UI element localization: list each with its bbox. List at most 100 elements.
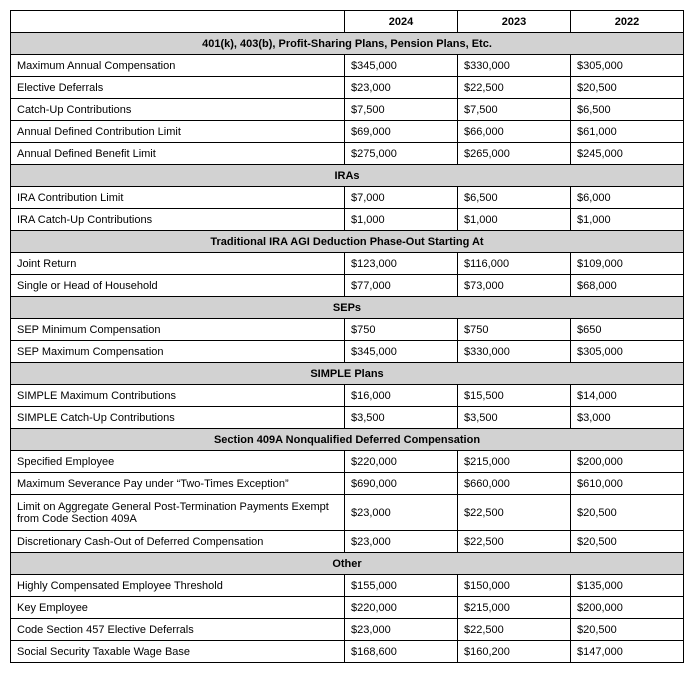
cell-v2023: $265,000 [458,143,571,165]
header-2022: 2022 [571,11,684,33]
cell-v2023: $73,000 [458,275,571,297]
cell-v2024: $220,000 [345,451,458,473]
table-row: Joint Return$123,000$116,000$109,000 [11,253,684,275]
row-label: Specified Employee [11,451,345,473]
row-label: Code Section 457 Elective Deferrals [11,619,345,641]
table-row: Code Section 457 Elective Deferrals$23,0… [11,619,684,641]
cell-v2024: $750 [345,319,458,341]
table-row: Single or Head of Household$77,000$73,00… [11,275,684,297]
cell-v2024: $345,000 [345,55,458,77]
cell-v2024: $23,000 [345,77,458,99]
cell-v2022: $68,000 [571,275,684,297]
cell-v2023: $6,500 [458,187,571,209]
limits-table: 2024 2023 2022 401(k), 403(b), Profit-Sh… [10,10,684,663]
table-row: Key Employee$220,000$215,000$200,000 [11,597,684,619]
cell-v2022: $650 [571,319,684,341]
row-label: Highly Compensated Employee Threshold [11,575,345,597]
cell-v2022: $6,500 [571,99,684,121]
cell-v2024: $155,000 [345,575,458,597]
table-row: Maximum Severance Pay under “Two-Times E… [11,473,684,495]
table-row: SEP Maximum Compensation$345,000$330,000… [11,341,684,363]
cell-v2022: $610,000 [571,473,684,495]
cell-v2023: $215,000 [458,597,571,619]
cell-v2023: $215,000 [458,451,571,473]
section-header: 401(k), 403(b), Profit-Sharing Plans, Pe… [11,33,684,55]
cell-v2022: $200,000 [571,451,684,473]
cell-v2022: $20,500 [571,531,684,553]
section-header: SEPs [11,297,684,319]
section-header-row: SEPs [11,297,684,319]
cell-v2024: $123,000 [345,253,458,275]
cell-v2024: $275,000 [345,143,458,165]
cell-v2023: $150,000 [458,575,571,597]
cell-v2022: $1,000 [571,209,684,231]
cell-v2022: $61,000 [571,121,684,143]
cell-v2024: $7,000 [345,187,458,209]
cell-v2022: $305,000 [571,55,684,77]
cell-v2023: $1,000 [458,209,571,231]
row-label: Joint Return [11,253,345,275]
row-label: Social Security Taxable Wage Base [11,641,345,663]
table-row: Elective Deferrals$23,000$22,500$20,500 [11,77,684,99]
cell-v2023: $750 [458,319,571,341]
table-row: Limit on Aggregate General Post-Terminat… [11,495,684,531]
table-row: Catch-Up Contributions$7,500$7,500$6,500 [11,99,684,121]
cell-v2022: $147,000 [571,641,684,663]
cell-v2024: $3,500 [345,407,458,429]
header-2023: 2023 [458,11,571,33]
section-header-row: Traditional IRA AGI Deduction Phase-Out … [11,231,684,253]
row-label: SIMPLE Maximum Contributions [11,385,345,407]
table-row: Discretionary Cash-Out of Deferred Compe… [11,531,684,553]
cell-v2023: $22,500 [458,77,571,99]
cell-v2024: $220,000 [345,597,458,619]
cell-v2024: $1,000 [345,209,458,231]
row-label: SEP Minimum Compensation [11,319,345,341]
section-header: Traditional IRA AGI Deduction Phase-Out … [11,231,684,253]
cell-v2024: $345,000 [345,341,458,363]
table-row: Maximum Annual Compensation$345,000$330,… [11,55,684,77]
section-header: SIMPLE Plans [11,363,684,385]
cell-v2023: $116,000 [458,253,571,275]
table-row: Annual Defined Contribution Limit$69,000… [11,121,684,143]
section-header-row: Other [11,553,684,575]
cell-v2022: $109,000 [571,253,684,275]
cell-v2023: $3,500 [458,407,571,429]
table-row: SIMPLE Maximum Contributions$16,000$15,5… [11,385,684,407]
cell-v2023: $22,500 [458,619,571,641]
row-label: SEP Maximum Compensation [11,341,345,363]
cell-v2023: $330,000 [458,55,571,77]
cell-v2024: $690,000 [345,473,458,495]
section-header-row: Section 409A Nonqualified Deferred Compe… [11,429,684,451]
cell-v2024: $23,000 [345,495,458,531]
row-label: Elective Deferrals [11,77,345,99]
table-row: SIMPLE Catch-Up Contributions$3,500$3,50… [11,407,684,429]
cell-v2022: $245,000 [571,143,684,165]
cell-v2024: $16,000 [345,385,458,407]
cell-v2024: $23,000 [345,531,458,553]
cell-v2024: $69,000 [345,121,458,143]
cell-v2022: $6,000 [571,187,684,209]
section-header: Section 409A Nonqualified Deferred Compe… [11,429,684,451]
row-label: Single or Head of Household [11,275,345,297]
header-row: 2024 2023 2022 [11,11,684,33]
table-row: IRA Catch-Up Contributions$1,000$1,000$1… [11,209,684,231]
table-row: Highly Compensated Employee Threshold$15… [11,575,684,597]
cell-v2024: $7,500 [345,99,458,121]
cell-v2023: $15,500 [458,385,571,407]
section-header-row: 401(k), 403(b), Profit-Sharing Plans, Pe… [11,33,684,55]
cell-v2023: $330,000 [458,341,571,363]
cell-v2022: $200,000 [571,597,684,619]
cell-v2023: $160,200 [458,641,571,663]
cell-v2023: $22,500 [458,495,571,531]
row-label: Annual Defined Contribution Limit [11,121,345,143]
table-row: Annual Defined Benefit Limit$275,000$265… [11,143,684,165]
cell-v2023: $22,500 [458,531,571,553]
row-label: Maximum Severance Pay under “Two-Times E… [11,473,345,495]
table-row: SEP Minimum Compensation$750$750$650 [11,319,684,341]
section-header: IRAs [11,165,684,187]
table-row: Specified Employee$220,000$215,000$200,0… [11,451,684,473]
cell-v2022: $20,500 [571,619,684,641]
cell-v2022: $3,000 [571,407,684,429]
cell-v2022: $14,000 [571,385,684,407]
cell-v2023: $7,500 [458,99,571,121]
